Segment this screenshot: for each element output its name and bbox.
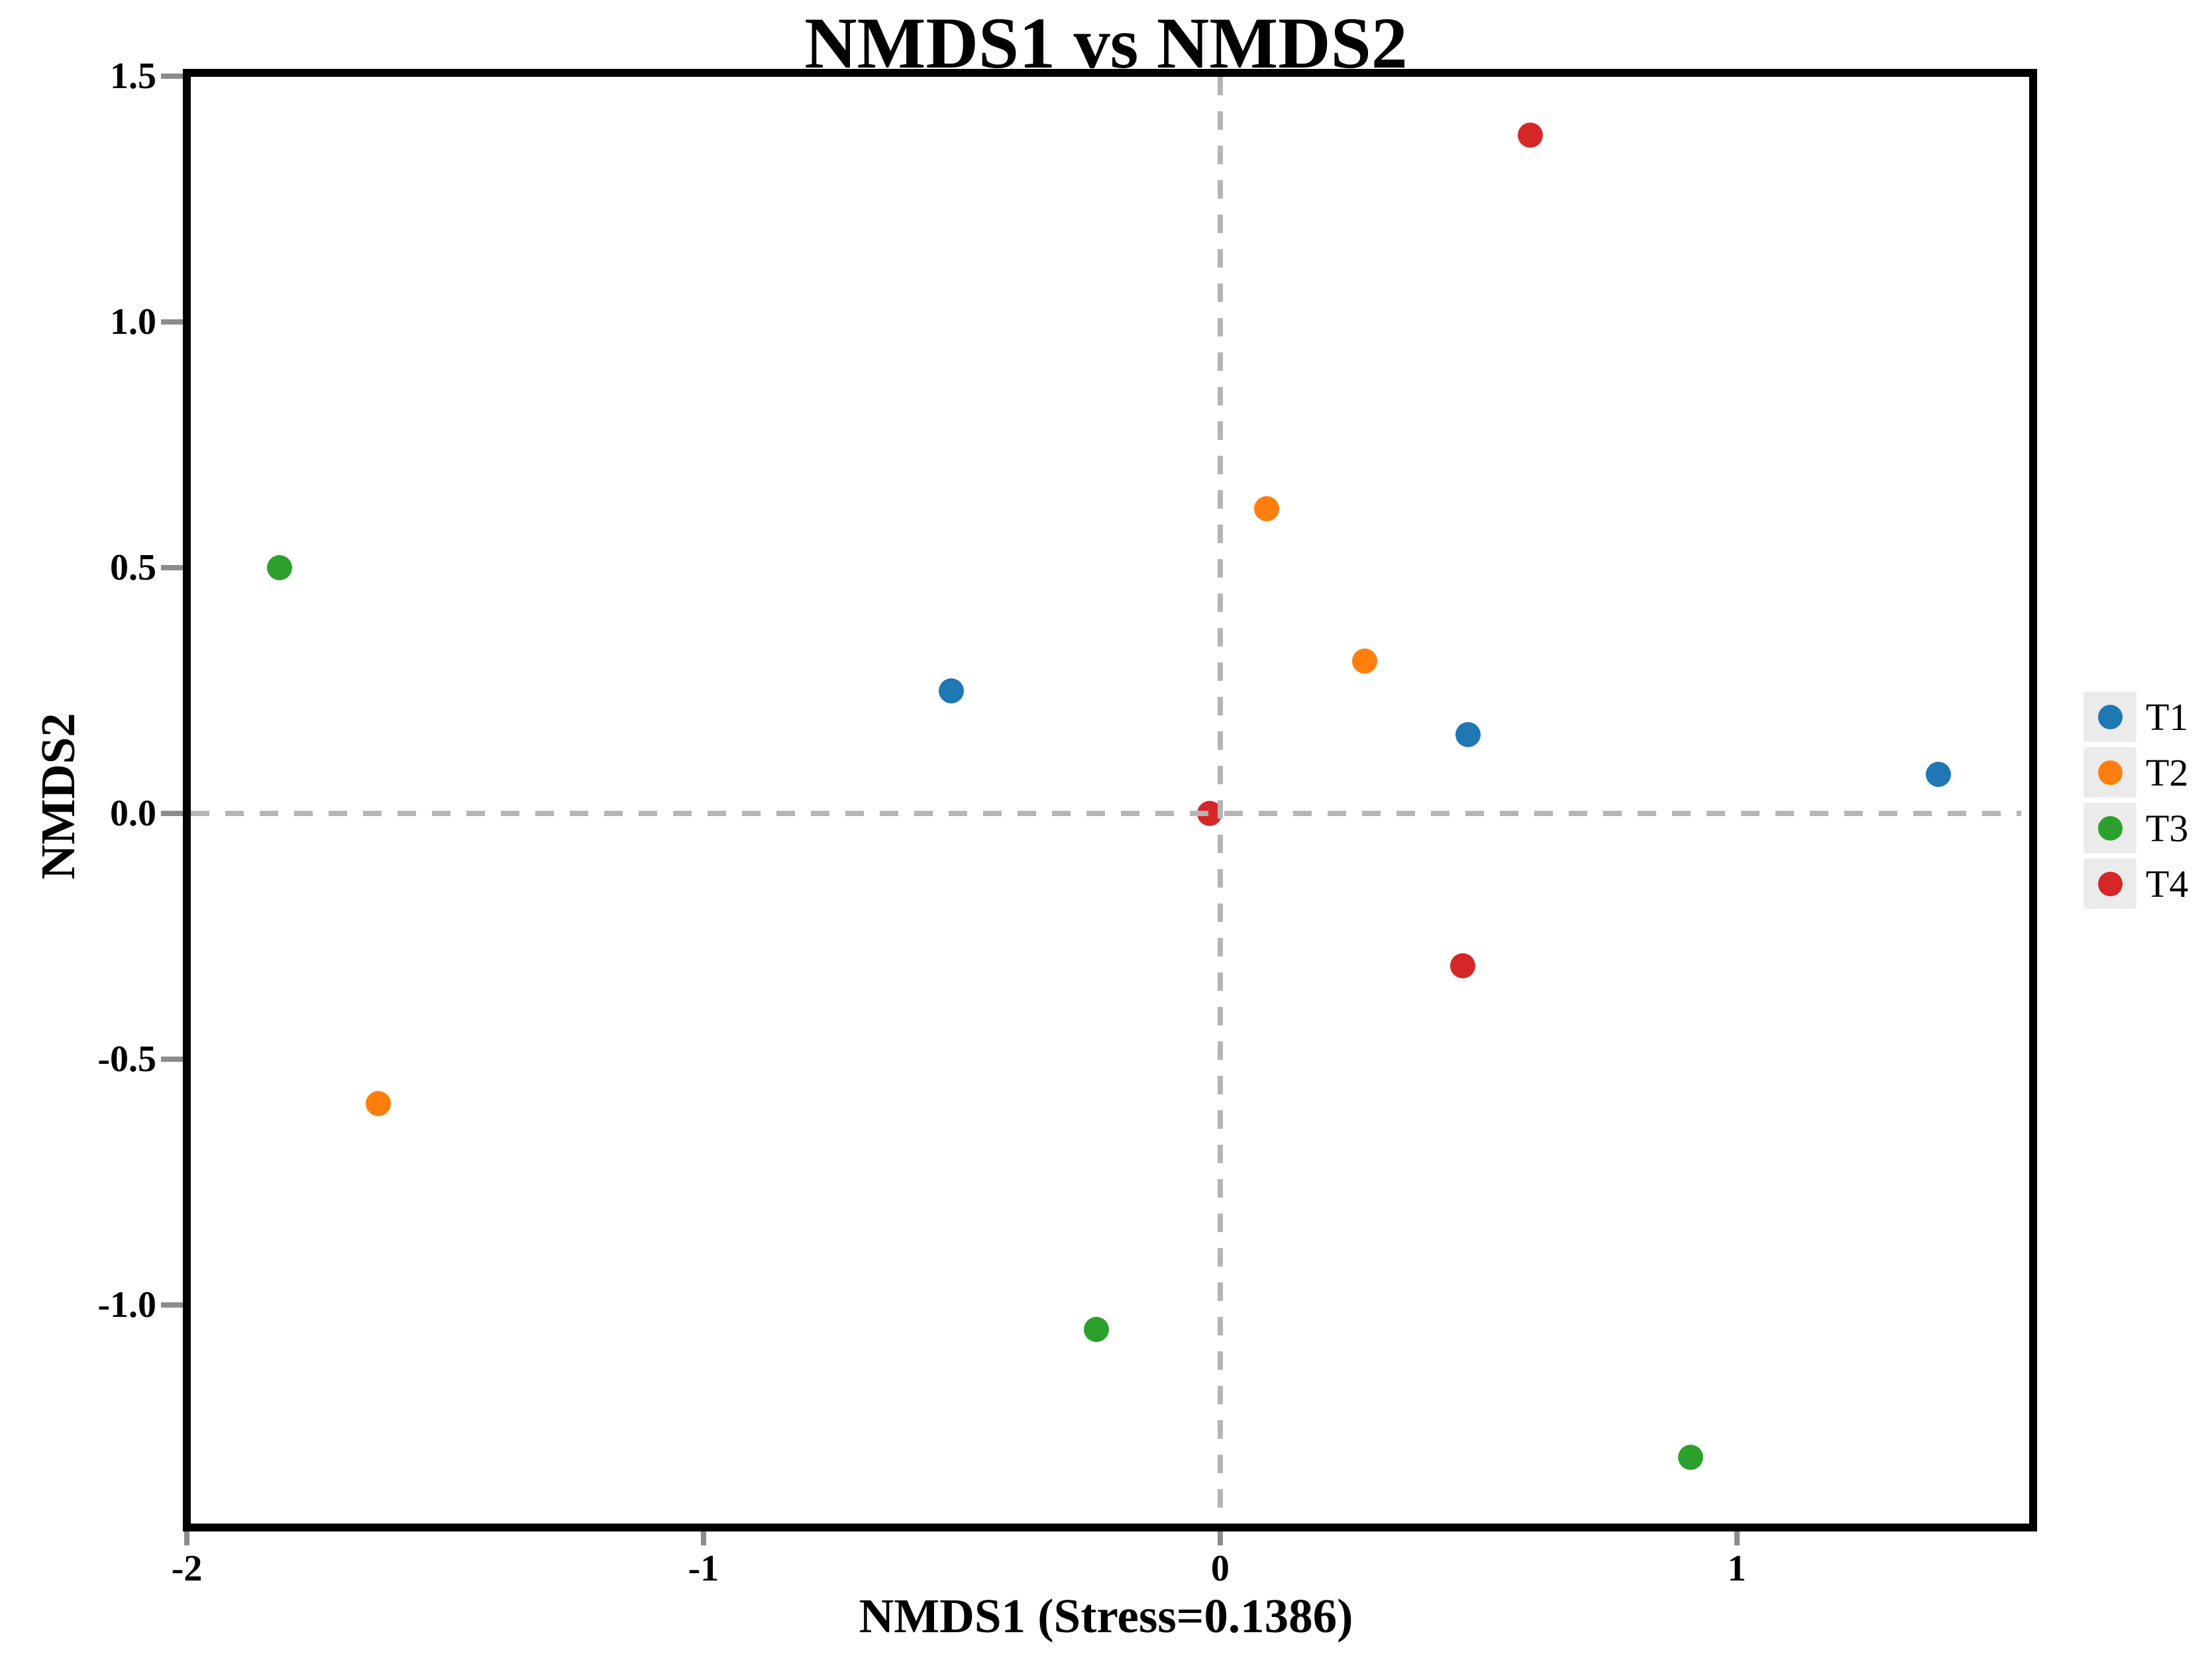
legend: T1 T2 T3 T4	[2083, 692, 2188, 909]
zero-line-horizontal	[191, 810, 2021, 816]
x-tick-label: -1	[688, 1548, 719, 1589]
legend-marker-icon	[2097, 815, 2123, 841]
y-tick-mark	[161, 810, 183, 816]
y-tick-label: 1.5	[110, 56, 156, 97]
y-tick-label: -0.5	[97, 1038, 156, 1080]
scatter-point-t2	[1352, 648, 1378, 674]
legend-swatch	[2083, 858, 2136, 909]
legend-row-t2: T2	[2083, 747, 2188, 798]
scatter-point-t4	[1450, 953, 1476, 978]
scatter-point-t1	[1455, 722, 1481, 748]
y-tick-label: -1.0	[97, 1284, 156, 1325]
x-tick-mark	[1217, 1524, 1223, 1545]
x-tick-label: -2	[171, 1548, 203, 1589]
legend-row-t4: T4	[2083, 858, 2188, 909]
legend-marker-icon	[2097, 704, 2123, 729]
y-tick-label: 1.0	[110, 301, 156, 343]
legend-row-t1: T1	[2083, 692, 2188, 742]
legend-label: T1	[2146, 695, 2189, 739]
x-tick-label: 1	[1727, 1548, 1746, 1589]
x-tick-mark	[700, 1524, 706, 1545]
x-axis-label: NMDS1 (Stress=0.1386)	[859, 1589, 1353, 1643]
legend-swatch	[2083, 747, 2136, 798]
legend-swatch	[2083, 692, 2136, 742]
scatter-point-t2	[365, 1090, 391, 1116]
zero-line-vertical	[1217, 77, 1223, 1516]
legend-label: T3	[2146, 806, 2189, 850]
x-tick-mark	[184, 1524, 189, 1545]
y-tick-label: 0.0	[110, 792, 156, 834]
legend-row-t3: T3	[2083, 803, 2188, 853]
scatter-point-t1	[1925, 761, 1951, 787]
legend-label: T2	[2146, 751, 2189, 794]
scatter-point-t1	[939, 678, 965, 703]
y-tick-mark	[161, 1056, 183, 1062]
legend-label: T4	[2146, 862, 2189, 906]
x-tick-mark	[1734, 1524, 1740, 1545]
y-tick-mark	[161, 1302, 183, 1308]
scatter-point-t3	[267, 555, 293, 581]
x-tick-label: 0	[1210, 1548, 1230, 1589]
y-tick-mark	[161, 565, 183, 571]
scatter-point-t3	[1677, 1444, 1703, 1470]
y-tick-mark	[161, 74, 183, 79]
scatter-point-t2	[1254, 496, 1280, 522]
scatter-point-t4	[1517, 123, 1543, 148]
y-tick-mark	[161, 319, 183, 325]
scatter-point-t3	[1083, 1316, 1109, 1342]
legend-marker-icon	[2097, 871, 2123, 896]
y-tick-label: 0.5	[110, 547, 156, 589]
legend-marker-icon	[2097, 760, 2123, 785]
legend-swatch	[2083, 803, 2136, 853]
